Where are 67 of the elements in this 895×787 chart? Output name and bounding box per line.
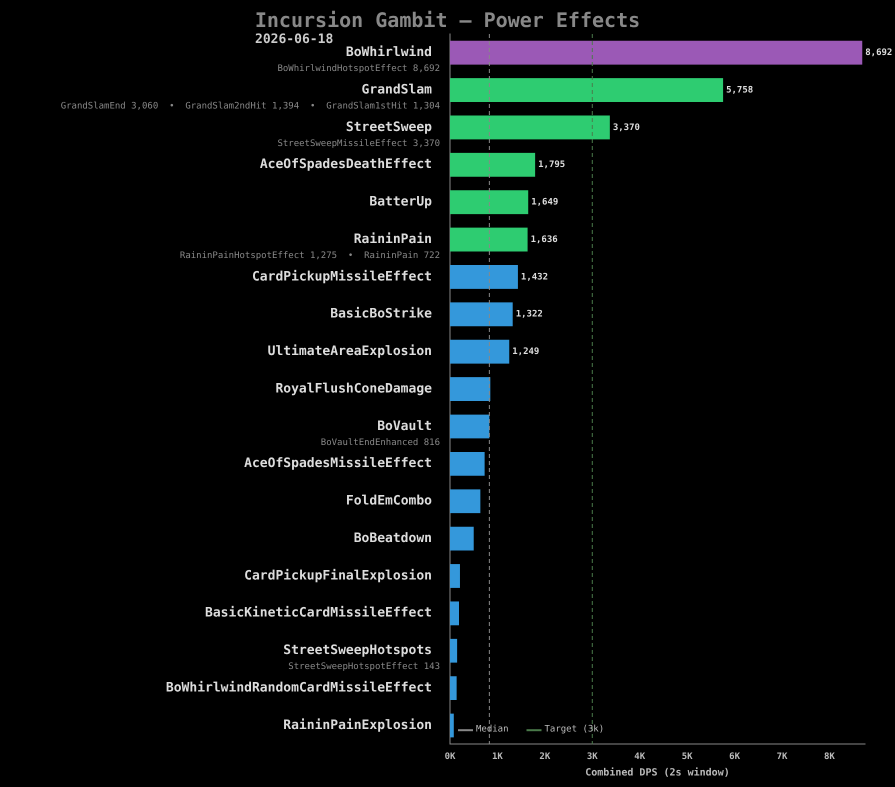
- data-label: 1,649: [531, 198, 558, 208]
- bar: [450, 377, 490, 402]
- text: BoWhirlwindHotspotEffect 8,692: [277, 64, 440, 74]
- data-label: 1,795: [538, 160, 566, 170]
- y-tick-label: StreetSweep: [346, 120, 432, 135]
- y-tick-label: BoBeatdown: [354, 530, 432, 546]
- x-tick-label: 2K: [539, 752, 551, 762]
- x-tick-label: 8K: [824, 752, 836, 762]
- x-tick-label: 3K: [586, 752, 598, 762]
- text: RaininPainHotspotEffect 1,275 • RaininPain 722: [180, 250, 440, 261]
- ref-line-label: Median: [476, 724, 509, 735]
- x-tick-label: 0K: [444, 752, 456, 762]
- bar: [450, 40, 862, 65]
- x-axis-title: Combined DPS (2s window): [585, 766, 730, 779]
- bar: [450, 228, 528, 252]
- text: GrandSlamEnd 3,060 • GrandSlam2ndHit 1,394 • GrandSlam1stHit 1,304: [60, 101, 440, 112]
- y-tick-label: StreetSweepHotspots: [283, 643, 432, 658]
- text: 2026-06-18: [255, 32, 334, 47]
- ref-line-label: Target (3k): [544, 724, 604, 735]
- y-tick-label: BoWhirlwindRandomCardMissileEffect: [166, 680, 432, 696]
- data-label: 5,758: [726, 85, 754, 96]
- bar: [450, 152, 536, 177]
- bar: [450, 414, 490, 438]
- y-tick-label: FoldEmCombo: [346, 494, 432, 509]
- data-label: 1,249: [512, 347, 540, 358]
- y-tick-label: CardPickupFinalExplosion: [244, 568, 432, 584]
- bar: [450, 340, 510, 364]
- bar: [450, 564, 460, 588]
- bar: [450, 265, 518, 289]
- y-tick-label: BoVault: [377, 418, 432, 434]
- bar: [450, 302, 513, 326]
- bar: [450, 714, 454, 738]
- bar: [450, 601, 460, 626]
- bar: [450, 489, 480, 514]
- y-tick-label: RoyalFlushConeDamage: [275, 381, 432, 396]
- x-tick-label: 5K: [682, 752, 694, 762]
- data-label: 8,692: [865, 48, 892, 58]
- bar: [450, 190, 528, 214]
- data-label: 1,322: [516, 310, 543, 320]
- text: StreetSweepHotspotEffect 143: [288, 662, 440, 672]
- y-tick-label: GrandSlam: [362, 82, 432, 98]
- x-tick-label: 1K: [492, 752, 504, 762]
- bar: [450, 676, 457, 700]
- x-tick-label: 6K: [729, 752, 741, 762]
- y-tick-label: BasicBoStrike: [330, 306, 432, 322]
- y-tick-label: BasicKineticCardMissileEffect: [205, 606, 432, 621]
- y-tick-label: AceOfSpadesMissileEffect: [244, 456, 432, 472]
- y-tick-label: AceOfSpadesDeathEffect: [260, 157, 432, 172]
- y-tick-label: RaininPain: [354, 232, 432, 247]
- y-tick-label: BatterUp: [369, 194, 432, 210]
- y-tick-label: CardPickupMissileEffect: [252, 269, 432, 284]
- data-label: 3,370: [612, 122, 640, 133]
- bar: [450, 78, 724, 102]
- bar: [450, 452, 485, 476]
- chart-title: Incursion Gambit — Power Effects: [254, 8, 640, 32]
- text: StreetSweepMissileEffect 3,370: [277, 138, 440, 149]
- y-tick-label: UltimateAreaExplosion: [268, 344, 432, 360]
- bar: [450, 526, 474, 551]
- bar: [450, 116, 610, 140]
- data-label: 1,636: [530, 234, 558, 245]
- y-tick-label: RaininPainExplosion: [283, 718, 432, 733]
- x-tick-label: 4K: [634, 752, 646, 762]
- y-tick-label: BoWhirlwind: [346, 45, 432, 60]
- x-tick-label: 7K: [776, 752, 788, 762]
- bar: [450, 638, 458, 663]
- data-label: 1,432: [520, 272, 548, 282]
- text: BoVaultEndEnhanced 816: [320, 438, 440, 448]
